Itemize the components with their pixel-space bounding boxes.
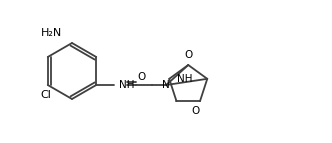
Text: NH: NH — [177, 74, 193, 84]
Text: NH: NH — [119, 80, 135, 90]
Text: O: O — [137, 72, 145, 82]
Text: Cl: Cl — [40, 90, 51, 100]
Text: H₂N: H₂N — [41, 28, 62, 38]
Text: O: O — [191, 106, 199, 116]
Text: N: N — [162, 80, 170, 90]
Text: O: O — [184, 50, 192, 60]
